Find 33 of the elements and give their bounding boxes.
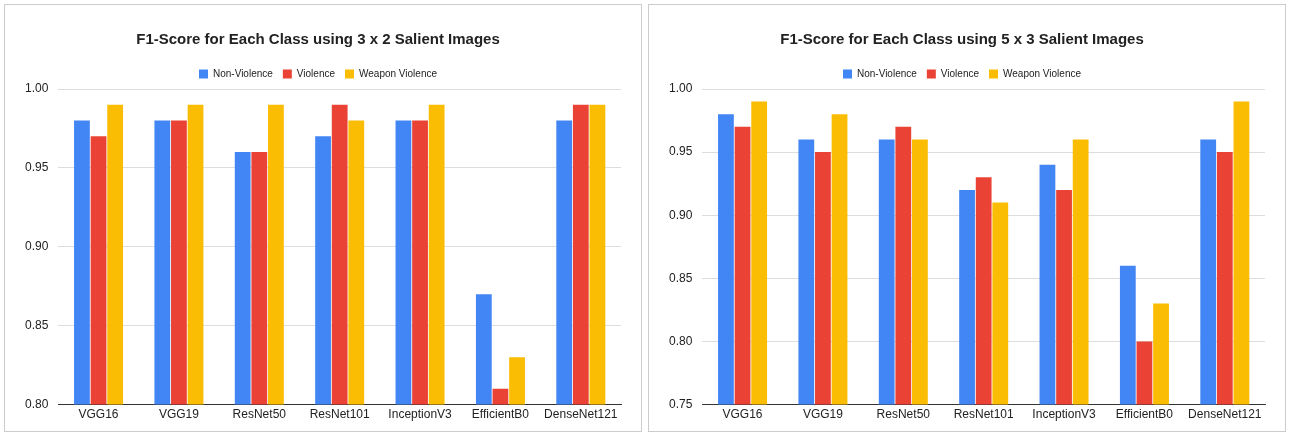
- x-tick-label: EfficientB0: [471, 407, 530, 422]
- legend-label: Non-Violence: [212, 67, 274, 79]
- x-tick-label: VGG16: [722, 407, 763, 422]
- y-tick-label: 0.85: [669, 270, 693, 285]
- y-tick-label: 0.90: [669, 207, 693, 222]
- chart-title: F1-Score for Each Class using 5 x 3 Salient Images: [780, 30, 1144, 48]
- legend-label: Violence: [940, 67, 980, 79]
- y-tick-label: 0.95: [25, 160, 49, 175]
- x-tick-label: InceptionV3: [1032, 407, 1097, 422]
- x-tick-label: DenseNet121: [544, 407, 618, 422]
- x-tick-label: VGG19: [158, 407, 200, 422]
- x-tick-label: DenseNet121: [1188, 407, 1262, 422]
- x-tick-label: VGG16: [78, 407, 119, 422]
- legend-label: Weapon Violence: [359, 67, 438, 79]
- y-tick-label: 0.75: [669, 396, 693, 411]
- y-tick-label: 1.00: [669, 81, 693, 96]
- x-tick-label: ResNet50: [876, 407, 931, 422]
- x-tick-label: InceptionV3: [388, 407, 453, 422]
- x-tick-label: VGG19: [802, 407, 844, 422]
- legend-label: Non-Violence: [856, 67, 918, 79]
- legend-label: Weapon Violence: [1003, 67, 1082, 79]
- y-tick-label: 0.80: [669, 333, 693, 348]
- chart-title: F1-Score for Each Class using 3 x 2 Salient Images: [136, 30, 500, 48]
- x-tick-label: ResNet101: [953, 407, 1015, 422]
- y-tick-label: 0.95: [669, 144, 693, 159]
- y-tick-label: 0.80: [25, 396, 49, 411]
- x-tick-label: EfficientB0: [1115, 407, 1174, 422]
- x-tick-label: ResNet50: [232, 407, 287, 422]
- y-tick-label: 1.00: [25, 81, 49, 96]
- y-tick-label: 0.90: [25, 239, 49, 254]
- y-tick-label: 0.85: [25, 318, 49, 333]
- legend-label: Violence: [296, 67, 336, 79]
- x-tick-label: ResNet101: [309, 407, 371, 422]
